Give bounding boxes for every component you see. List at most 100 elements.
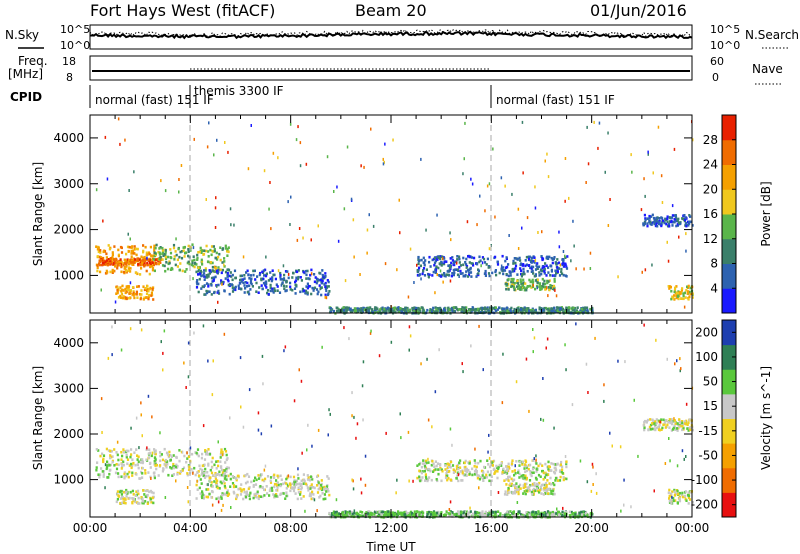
data-cell [447, 477, 450, 480]
cpid-panel: CPID normal (fast) 151 IF themis 3300 IF… [10, 84, 615, 108]
data-cell [432, 462, 435, 466]
data-cell [457, 479, 460, 483]
data-cell [189, 446, 192, 450]
data-cell [530, 267, 533, 270]
data-cell [232, 288, 235, 291]
data-cell [544, 285, 547, 289]
data-cell [498, 271, 501, 275]
data-cell [481, 514, 484, 517]
data-cell [223, 485, 226, 488]
data-cell [301, 451, 303, 455]
data-cell [535, 454, 537, 458]
data-cell [230, 506, 232, 509]
data-cell [361, 514, 364, 518]
data-cell [198, 464, 201, 468]
data-cell [180, 164, 183, 167]
data-cell [256, 490, 259, 494]
data-cell [681, 421, 684, 425]
data-cell [225, 458, 228, 462]
data-cell [553, 466, 556, 470]
data-cell [126, 458, 130, 461]
data-cell [206, 290, 209, 293]
data-cell [382, 162, 385, 166]
data-cell [233, 223, 235, 227]
data-cell [549, 284, 552, 287]
data-cell [446, 462, 449, 466]
data-cell [544, 462, 547, 466]
data-cell [240, 274, 243, 278]
data-cell [604, 170, 606, 174]
data-cell [548, 482, 551, 485]
data-cell [371, 308, 374, 311]
data-cell [504, 266, 508, 269]
data-cell [99, 473, 102, 476]
data-cell [293, 399, 296, 403]
data-cell [501, 307, 504, 310]
data-cell [315, 281, 318, 285]
data-cell [312, 289, 315, 292]
data-cell [483, 272, 486, 275]
data-cell [532, 283, 534, 287]
colorbar-tick-label: 12 [703, 232, 718, 246]
data-cell [481, 261, 484, 265]
data-cell [553, 256, 556, 259]
data-cell [163, 463, 166, 466]
data-cell [101, 470, 104, 473]
data-cell [206, 276, 209, 279]
data-cell [383, 160, 385, 164]
data-cell [152, 491, 155, 495]
data-cell [172, 243, 176, 247]
data-cell [155, 262, 158, 265]
data-cell [201, 496, 204, 500]
colorbar-tick-label: 4 [710, 281, 718, 295]
data-cell [405, 308, 408, 312]
data-cell [164, 257, 168, 261]
data-cell [124, 138, 126, 142]
data-cell [260, 278, 263, 282]
data-cell [169, 459, 172, 462]
data-cell [328, 408, 330, 412]
data-cell [197, 251, 200, 254]
data-cell [487, 513, 490, 516]
data-cell [305, 273, 308, 277]
data-cell [245, 285, 249, 288]
data-cell [168, 261, 171, 265]
data-cell [668, 418, 671, 421]
data-cell [433, 511, 436, 515]
data-cell [334, 510, 337, 514]
data-cell [296, 482, 299, 486]
data-cell [221, 471, 224, 474]
data-cell [505, 483, 508, 486]
data-cell [688, 490, 691, 493]
data-cell [361, 384, 364, 388]
data-cell [514, 489, 517, 493]
data-cell [687, 224, 690, 227]
colorbar-tick-label: 24 [703, 158, 718, 172]
data-cell [120, 296, 123, 299]
data-cell [488, 274, 491, 278]
data-cell [257, 428, 260, 432]
data-cell [211, 456, 214, 460]
data-cell [521, 463, 524, 466]
data-cell [514, 267, 517, 270]
data-cell [266, 289, 270, 292]
data-cell [184, 251, 187, 255]
data-cell [553, 471, 557, 475]
data-cell [95, 468, 98, 472]
data-cell [519, 288, 522, 291]
data-cell [544, 282, 547, 286]
data-cell [444, 464, 447, 467]
data-cell [161, 258, 164, 261]
freq-label-2: [MHz] [8, 67, 43, 81]
data-cell [443, 307, 446, 311]
data-cell [670, 499, 674, 502]
data-cell [679, 369, 681, 373]
data-cell [434, 306, 437, 309]
data-cell [149, 261, 152, 264]
data-cell [546, 479, 549, 482]
data-cell [454, 306, 457, 309]
data-cell [672, 296, 675, 300]
data-cell [678, 497, 681, 500]
data-cell [360, 164, 362, 168]
data-cell [226, 466, 229, 469]
